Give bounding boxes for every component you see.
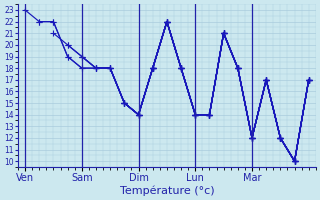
X-axis label: Température (°c): Température (°c) (120, 185, 214, 196)
